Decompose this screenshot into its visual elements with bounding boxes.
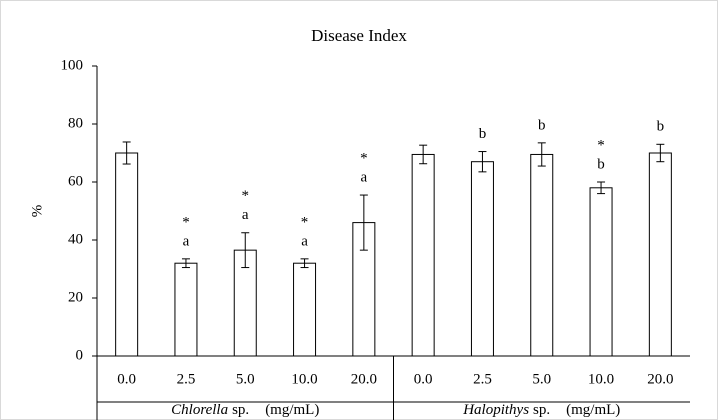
x-tick-label: 10.0 bbox=[588, 371, 614, 387]
x-tick-label: 5.0 bbox=[236, 371, 255, 387]
error-bar bbox=[359, 194, 368, 251]
error-bar bbox=[597, 181, 606, 195]
bar bbox=[589, 187, 613, 357]
group-unit: (mg/mL) bbox=[265, 402, 319, 418]
group-unit: (mg/mL) bbox=[566, 402, 620, 418]
letter-label: b bbox=[657, 119, 665, 135]
letter-label: a bbox=[301, 233, 308, 249]
letter-label: b bbox=[479, 126, 487, 142]
y-axis-label: % bbox=[29, 205, 45, 218]
bar bbox=[648, 152, 672, 357]
x-tick-label: 20.0 bbox=[647, 371, 673, 387]
x-tick-label: 2.5 bbox=[473, 371, 492, 387]
error-bar bbox=[419, 144, 428, 165]
y-tick-label: 40 bbox=[68, 231, 83, 247]
bar bbox=[174, 262, 198, 357]
y-tick-label: 60 bbox=[68, 173, 83, 189]
x-tick-label: 0.0 bbox=[414, 371, 433, 387]
y-tick-label: 100 bbox=[61, 57, 84, 73]
bar bbox=[530, 153, 554, 357]
group-suffix: sp. bbox=[533, 402, 550, 418]
y-tick-label: 80 bbox=[68, 115, 83, 131]
y-tick-label: 20 bbox=[68, 289, 83, 305]
x-tick-label: 20.0 bbox=[351, 371, 377, 387]
letter-label: a bbox=[242, 207, 249, 223]
y-tick-label: 0 bbox=[76, 347, 84, 363]
bar bbox=[293, 262, 317, 357]
group-label: Chlorella sp. (mg/mL) bbox=[171, 402, 319, 418]
x-tick-label: 5.0 bbox=[532, 371, 551, 387]
chart-title: Disease Index bbox=[311, 26, 407, 45]
letter-label: a bbox=[361, 169, 368, 185]
x-tick-label: 0.0 bbox=[117, 371, 136, 387]
letter-label: a bbox=[183, 233, 190, 249]
group-suffix: sp. bbox=[232, 402, 249, 418]
significance-mark: * bbox=[242, 188, 250, 204]
group-name: Chlorella bbox=[171, 402, 228, 418]
letter-label: b bbox=[597, 156, 605, 172]
bar bbox=[115, 152, 139, 357]
significance-mark: * bbox=[301, 214, 309, 230]
error-bar bbox=[656, 143, 665, 163]
significance-mark: * bbox=[182, 214, 190, 230]
group-label: Halopithys sp. (mg/mL) bbox=[462, 402, 620, 418]
bar bbox=[411, 153, 435, 357]
error-bar bbox=[241, 232, 250, 269]
letter-label: b bbox=[538, 117, 546, 133]
error-bar bbox=[300, 258, 309, 269]
significance-mark: * bbox=[597, 137, 605, 153]
significance-mark: * bbox=[360, 150, 368, 166]
error-bar bbox=[478, 151, 487, 173]
x-tick-label: 10.0 bbox=[291, 371, 317, 387]
error-bar bbox=[122, 141, 131, 165]
bar bbox=[470, 161, 494, 357]
group-name: Halopithys bbox=[462, 402, 529, 418]
error-bar bbox=[181, 258, 190, 269]
error-bar bbox=[537, 142, 546, 167]
x-tick-label: 2.5 bbox=[177, 371, 196, 387]
